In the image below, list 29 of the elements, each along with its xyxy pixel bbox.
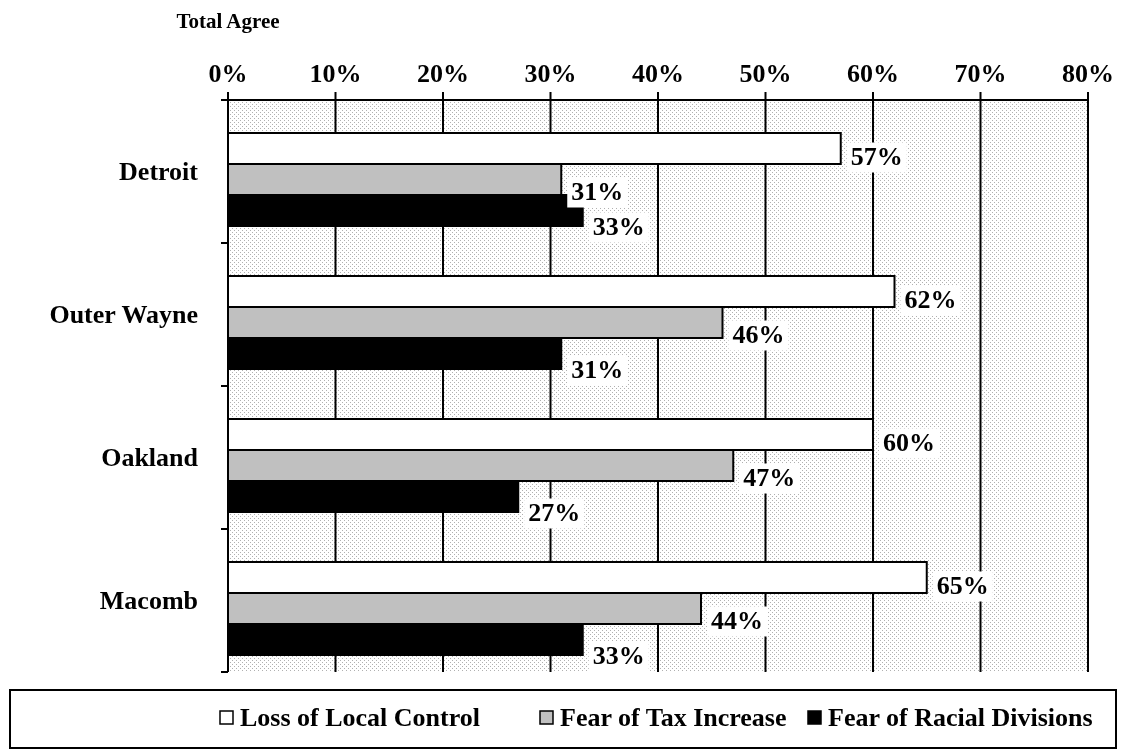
data-label: 57% [850, 141, 903, 171]
data-label: 47% [743, 462, 796, 492]
data-label: 62% [904, 284, 957, 314]
y-tick-label: Detroit [119, 156, 199, 186]
x-tick-label: 40% [632, 59, 684, 88]
data-label: 44% [711, 605, 763, 635]
x-tick-label: 80% [1062, 59, 1114, 88]
x-tick-label: 70% [954, 59, 1007, 88]
data-label: 31% [571, 176, 624, 206]
data-label: 27% [528, 497, 581, 527]
x-tick-label: 50% [739, 59, 792, 88]
y-tick-label: Oakland [101, 442, 199, 472]
data-label: 65% [936, 570, 989, 600]
legend-label: Loss of Local Control [240, 703, 481, 732]
y-tick-label: Macomb [99, 585, 198, 615]
data-label: 33% [592, 211, 645, 241]
x-tick-label: 60% [847, 59, 899, 88]
x-tick-label: 30% [524, 59, 577, 88]
x-tick-label: 0% [208, 59, 248, 88]
legend-label: Fear of Tax Increase [560, 703, 787, 732]
data-label: 33% [592, 640, 645, 670]
data-label: 60% [883, 427, 935, 457]
x-tick-label: 20% [417, 59, 469, 88]
data-label: 46% [732, 319, 785, 349]
chart-title: Total Agree [176, 9, 280, 33]
data-label: 31% [571, 354, 624, 384]
legend-label: Fear of Racial Divisions [828, 703, 1093, 732]
y-tick-label: Outer Wayne [49, 299, 198, 329]
x-tick-label: 10% [309, 59, 362, 88]
